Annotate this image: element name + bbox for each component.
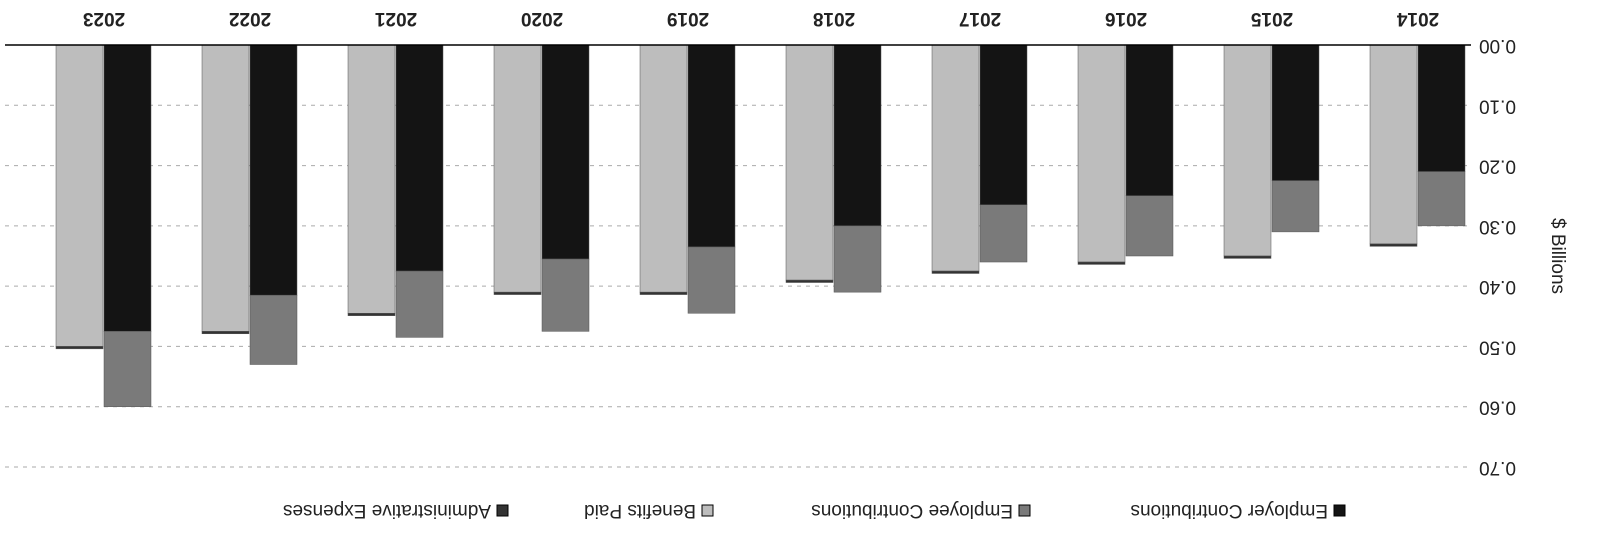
bar xyxy=(1125,195,1174,257)
y-tick-label: 0.70 xyxy=(1479,457,1516,478)
bar xyxy=(687,246,736,314)
bar xyxy=(979,204,1028,263)
bar xyxy=(395,270,444,338)
bar xyxy=(1077,44,1126,263)
bar xyxy=(249,44,298,296)
bar xyxy=(1417,171,1466,227)
bar xyxy=(1223,44,1272,257)
y-tick-label: 0.60 xyxy=(1479,397,1516,418)
legend-label: Benefits Paid xyxy=(584,500,696,521)
bar xyxy=(931,270,980,274)
legend-label: Employer Contributions xyxy=(1131,500,1328,521)
y-tick-label: 0.50 xyxy=(1479,336,1516,357)
bar xyxy=(103,331,152,407)
bar xyxy=(1271,44,1320,181)
bar xyxy=(639,44,688,293)
bar xyxy=(785,279,834,283)
bar xyxy=(931,44,980,272)
x-tick-label: 2015 xyxy=(1250,8,1293,29)
x-tick-label: 2023 xyxy=(83,8,125,29)
x-tick-label: 2019 xyxy=(667,8,709,29)
bar xyxy=(833,225,882,293)
bar xyxy=(1417,44,1466,172)
bar xyxy=(249,294,298,365)
bar xyxy=(687,44,736,248)
bar xyxy=(639,291,688,295)
bar xyxy=(493,291,542,295)
bar xyxy=(1077,261,1126,265)
bar xyxy=(55,44,104,347)
bar xyxy=(979,44,1028,206)
x-tick-label: 2017 xyxy=(959,8,1001,29)
bar xyxy=(1369,243,1418,247)
y-tick-label: 0.30 xyxy=(1479,216,1516,237)
legend-swatch xyxy=(1333,504,1346,517)
y-axis-label: $ Billions xyxy=(1547,218,1568,294)
bar xyxy=(1271,180,1320,233)
bar xyxy=(55,346,104,350)
bar xyxy=(541,44,590,260)
x-tick-label: 2016 xyxy=(1105,8,1147,29)
y-tick-label: 0.20 xyxy=(1479,156,1516,177)
bar xyxy=(103,44,152,332)
x-tick-label: 2021 xyxy=(374,8,417,29)
bar xyxy=(833,44,882,227)
bar xyxy=(201,44,250,332)
legend-swatch xyxy=(496,504,509,517)
x-tick-label: 2014 xyxy=(1396,8,1439,29)
x-tick-label: 2020 xyxy=(521,8,563,29)
bar xyxy=(395,44,444,272)
y-tick-label: 0.00 xyxy=(1479,35,1516,56)
bar xyxy=(541,258,590,332)
bar xyxy=(1223,255,1272,259)
bar xyxy=(785,44,834,281)
x-tick-label: 2018 xyxy=(813,8,855,29)
legend-swatch xyxy=(1018,504,1031,517)
bar xyxy=(347,44,396,314)
y-tick-label: 0.10 xyxy=(1479,95,1516,116)
bar xyxy=(493,44,542,293)
bar xyxy=(201,331,250,335)
legend-label: Employee Contributions xyxy=(811,500,1013,521)
bar xyxy=(1125,44,1174,196)
y-tick-label: 0.40 xyxy=(1479,276,1516,297)
legend-label: Administrative Expenses xyxy=(283,500,491,521)
bar xyxy=(347,313,396,316)
x-tick-label: 2022 xyxy=(229,8,271,29)
legend-swatch xyxy=(701,504,714,517)
bar xyxy=(1369,44,1418,245)
